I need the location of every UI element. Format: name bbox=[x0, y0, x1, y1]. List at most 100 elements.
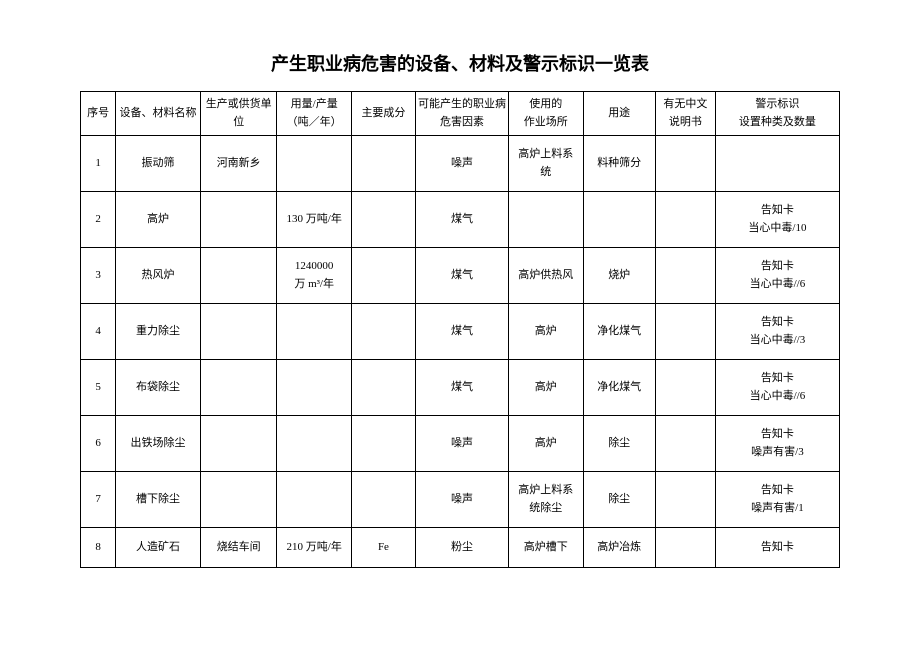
table-cell: 煤气 bbox=[416, 248, 509, 304]
table-row: 5布袋除尘煤气高炉净化煤气告知卡 当心中毒//6 bbox=[81, 360, 840, 416]
col-header-quantity: 用量/产量 （吨／年） bbox=[277, 92, 351, 136]
table-cell bbox=[277, 360, 351, 416]
table-cell: 河南新乡 bbox=[200, 136, 277, 192]
table-cell: 告知卡 噪声有害/3 bbox=[715, 416, 839, 472]
table-cell: 告知卡 噪声有害/1 bbox=[715, 472, 839, 528]
table-cell bbox=[351, 416, 415, 472]
table-cell bbox=[351, 136, 415, 192]
table-cell bbox=[655, 192, 715, 248]
table-cell bbox=[200, 416, 277, 472]
table-row: 4重力除尘 煤气高炉净化煤气 告知卡 当心中毒//3 bbox=[81, 304, 840, 360]
table-cell bbox=[200, 248, 277, 304]
table-cell: 告知卡 当心中毒//3 bbox=[715, 304, 839, 360]
table-cell bbox=[200, 360, 277, 416]
table-cell: 1240000 万 m³/年 bbox=[277, 248, 351, 304]
table-row: 8人造矿石烧结车间210 万吨/年Fe粉尘高炉槽下高炉冶炼 告知卡 bbox=[81, 528, 840, 568]
table-cell: 烧结车间 bbox=[200, 528, 277, 568]
table-cell: 130 万吨/年 bbox=[277, 192, 351, 248]
table-cell: 噪声 bbox=[416, 472, 509, 528]
table-cell: Fe bbox=[351, 528, 415, 568]
table-cell: 噪声 bbox=[416, 416, 509, 472]
table-row: 3热风炉 1240000 万 m³/年 煤气高炉供热风烧炉 告知卡 当心中毒//6 bbox=[81, 248, 840, 304]
table-cell bbox=[200, 192, 277, 248]
table-cell: 6 bbox=[81, 416, 116, 472]
table-cell bbox=[277, 472, 351, 528]
col-header-location: 使用的 作业场所 bbox=[509, 92, 583, 136]
table-cell: 噪声 bbox=[416, 136, 509, 192]
table-cell bbox=[583, 192, 655, 248]
table-cell: 热风炉 bbox=[116, 248, 201, 304]
table-cell: 8 bbox=[81, 528, 116, 568]
table-cell: 告知卡 当心中毒//6 bbox=[715, 360, 839, 416]
table-cell bbox=[655, 528, 715, 568]
table-cell: 重力除尘 bbox=[116, 304, 201, 360]
table-cell: 净化煤气 bbox=[583, 360, 655, 416]
table-cell: 4 bbox=[81, 304, 116, 360]
table-cell: 粉尘 bbox=[416, 528, 509, 568]
table-cell bbox=[655, 304, 715, 360]
table-cell: 人造矿石 bbox=[116, 528, 201, 568]
table-cell bbox=[351, 472, 415, 528]
table-cell: 煤气 bbox=[416, 192, 509, 248]
table-cell: 高炉 bbox=[116, 192, 201, 248]
col-header-sign: 警示标识 设置种类及数量 bbox=[715, 92, 839, 136]
table-cell bbox=[351, 360, 415, 416]
table-cell: 槽下除尘 bbox=[116, 472, 201, 528]
table-cell: 210 万吨/年 bbox=[277, 528, 351, 568]
table-body: 1振动筛河南新乡噪声高炉上料系 统料种筛分2高炉130 万吨/年煤气告知卡 当心… bbox=[81, 136, 840, 568]
table-row: 7槽下除尘 噪声高炉上料系 统除尘除尘 告知卡 噪声有害/1 bbox=[81, 472, 840, 528]
table-cell: 高炉上料系 统 bbox=[509, 136, 583, 192]
table-cell bbox=[655, 472, 715, 528]
table-cell: 高炉上料系 统除尘 bbox=[509, 472, 583, 528]
table-cell: 料种筛分 bbox=[583, 136, 655, 192]
col-header-hazard: 可能产生的职业病 危害因素 bbox=[416, 92, 509, 136]
table-row: 1振动筛河南新乡 噪声高炉上料系 统料种筛分 bbox=[81, 136, 840, 192]
col-header-manual: 有无中文 说明书 bbox=[655, 92, 715, 136]
table-cell: 振动筛 bbox=[116, 136, 201, 192]
table-cell: 告知卡 当心中毒/10 bbox=[715, 192, 839, 248]
col-header-component: 主要成分 bbox=[351, 92, 415, 136]
table-header-row: 序号 设备、材料名称 生产或供货单位 用量/产量 （吨／年） 主要成分 可能产生… bbox=[81, 92, 840, 136]
table-cell bbox=[655, 360, 715, 416]
table-cell: 2 bbox=[81, 192, 116, 248]
table-cell bbox=[351, 304, 415, 360]
table-cell: 5 bbox=[81, 360, 116, 416]
table-cell: 除尘 bbox=[583, 416, 655, 472]
hazard-table: 序号 设备、材料名称 生产或供货单位 用量/产量 （吨／年） 主要成分 可能产生… bbox=[80, 91, 840, 568]
table-cell: 7 bbox=[81, 472, 116, 528]
table-cell: 煤气 bbox=[416, 304, 509, 360]
table-cell: 净化煤气 bbox=[583, 304, 655, 360]
table-cell: 烧炉 bbox=[583, 248, 655, 304]
table-cell: 除尘 bbox=[583, 472, 655, 528]
table-cell bbox=[655, 416, 715, 472]
table-cell bbox=[351, 192, 415, 248]
table-cell bbox=[200, 304, 277, 360]
col-header-name: 设备、材料名称 bbox=[116, 92, 201, 136]
table-cell bbox=[509, 192, 583, 248]
table-cell bbox=[277, 416, 351, 472]
table-cell: 告知卡 当心中毒//6 bbox=[715, 248, 839, 304]
table-cell bbox=[351, 248, 415, 304]
col-header-index: 序号 bbox=[81, 92, 116, 136]
table-cell bbox=[277, 136, 351, 192]
table-cell: 高炉 bbox=[509, 304, 583, 360]
table-row: 6出铁场除尘 噪声高炉除尘 告知卡 噪声有害/3 bbox=[81, 416, 840, 472]
table-cell: 1 bbox=[81, 136, 116, 192]
table-cell: 高炉槽下 bbox=[509, 528, 583, 568]
table-cell: 出铁场除尘 bbox=[116, 416, 201, 472]
table-cell bbox=[277, 304, 351, 360]
table-row: 2高炉 130 万吨/年 煤气 告知卡 当心中毒/10 bbox=[81, 192, 840, 248]
table-cell: 高炉冶炼 bbox=[583, 528, 655, 568]
table-cell bbox=[715, 136, 839, 192]
table-cell: 告知卡 bbox=[715, 528, 839, 568]
table-cell: 高炉 bbox=[509, 360, 583, 416]
col-header-usage: 用途 bbox=[583, 92, 655, 136]
table-cell bbox=[200, 472, 277, 528]
table-cell: 高炉供热风 bbox=[509, 248, 583, 304]
table-cell: 布袋除尘 bbox=[116, 360, 201, 416]
table-cell: 3 bbox=[81, 248, 116, 304]
page-title: 产生职业病危害的设备、材料及警示标识一览表 bbox=[80, 50, 840, 76]
table-cell bbox=[655, 136, 715, 192]
table-cell: 高炉 bbox=[509, 416, 583, 472]
table-cell bbox=[655, 248, 715, 304]
